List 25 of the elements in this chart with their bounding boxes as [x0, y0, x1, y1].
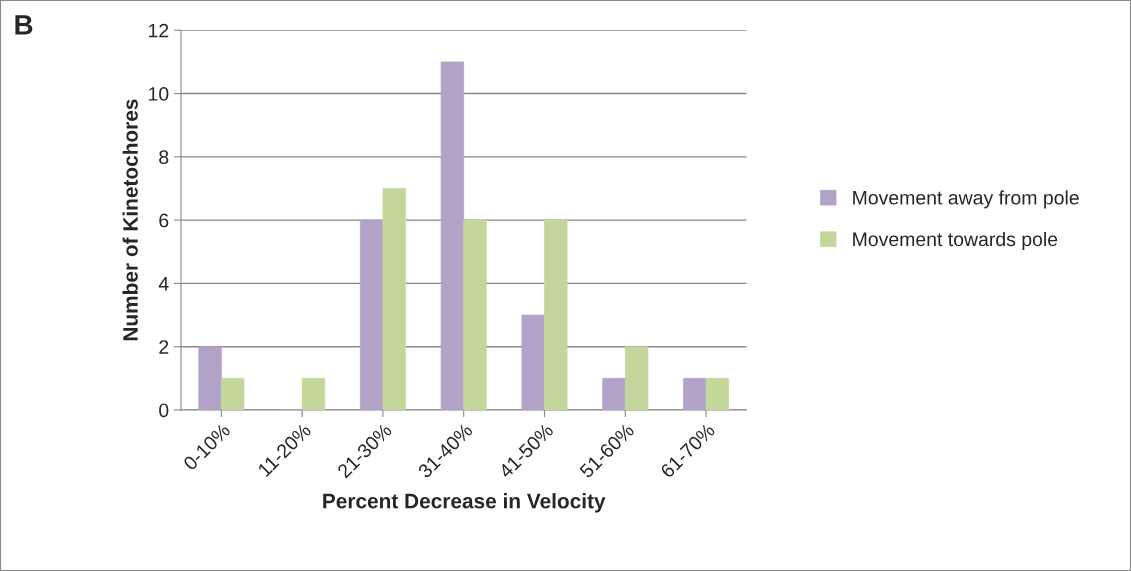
bar — [198, 346, 222, 410]
bar — [602, 377, 626, 410]
text: B — [15, 15, 33, 35]
bar — [521, 314, 545, 410]
x-axis-title: Percent Decrease in Velocity — [323, 493, 606, 513]
bar — [463, 219, 487, 410]
y-tick-label: 10 — [149, 87, 169, 101]
y-axis-title: Number of Kinetochores — [122, 99, 138, 341]
y-tick-label: 8 — [159, 150, 169, 165]
bar — [382, 188, 406, 410]
y-tick-label: 4 — [158, 277, 169, 291]
bar — [683, 377, 707, 410]
bar — [221, 377, 245, 410]
legend-label: Movement away from pole — [853, 190, 1079, 209]
bar — [624, 346, 649, 410]
y-tick-label: 6 — [159, 213, 169, 228]
bar — [440, 61, 465, 410]
y-tick-label: 2 — [159, 340, 169, 354]
bar — [301, 377, 326, 410]
bar — [705, 377, 730, 410]
y-tick-label: 0 — [159, 403, 169, 418]
legend-label: Movement towards pole — [853, 231, 1058, 251]
bar — [359, 219, 384, 410]
y-tick-label: 12 — [149, 23, 169, 38]
bar — [544, 219, 568, 410]
